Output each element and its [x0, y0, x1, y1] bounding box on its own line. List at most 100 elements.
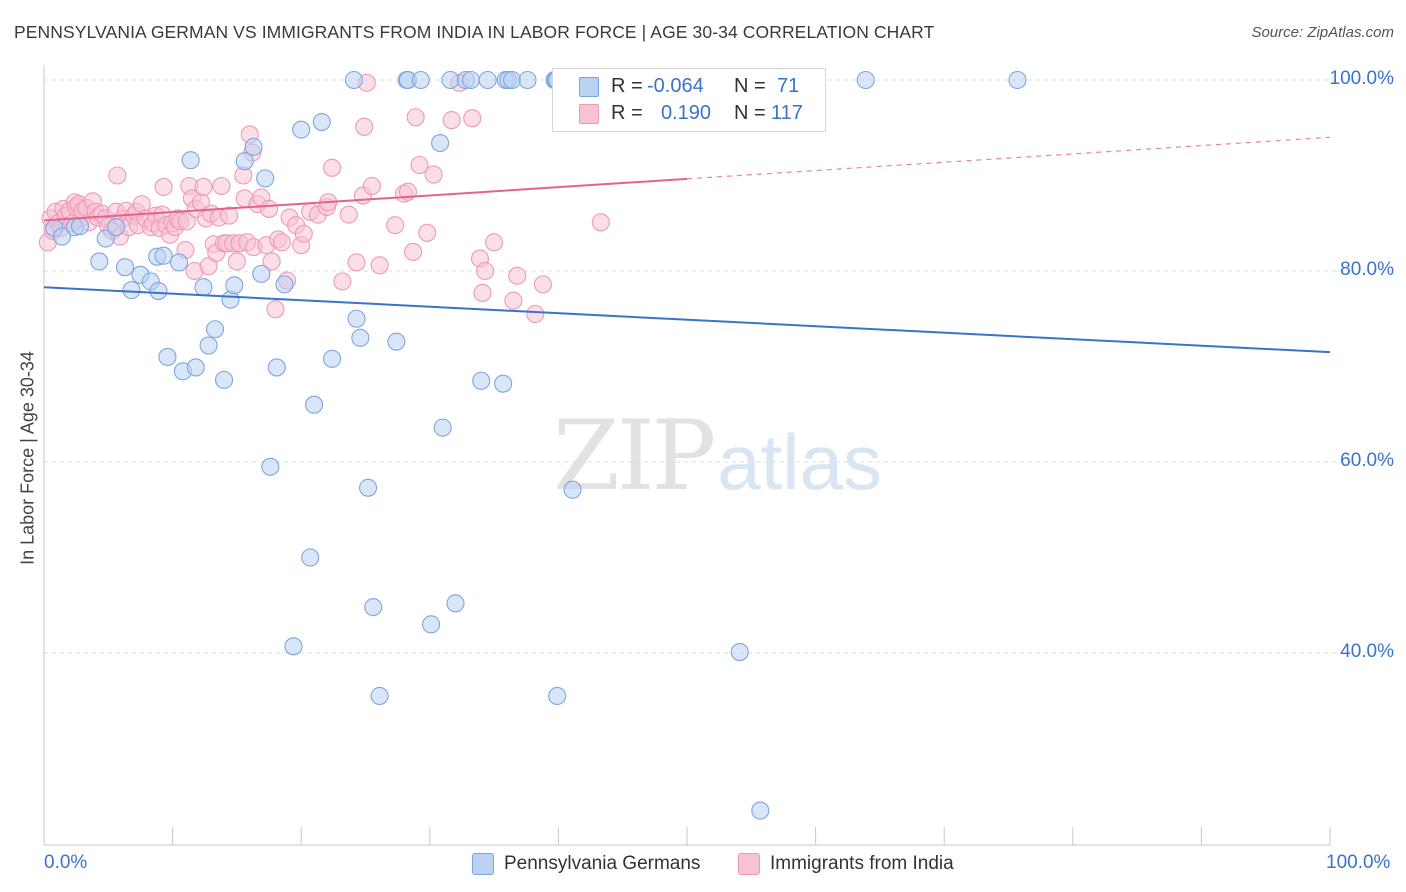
- point-pennsylvania-germans: [154, 246, 173, 265]
- legend-r-label: R =: [611, 102, 643, 124]
- legend-row-pennsylvania-germans: R = -0.064 N = 71: [553, 73, 825, 101]
- legend-n-value: 71: [777, 75, 800, 97]
- legend-r-label: R =: [611, 75, 643, 97]
- point-pennsylvania-germans: [411, 70, 430, 90]
- point-pennsylvania-germans: [359, 478, 378, 497]
- point-pennsylvania-germans: [244, 137, 263, 156]
- point-pennsylvania-germans: [518, 70, 537, 90]
- point-immigrants-from-india: [333, 272, 352, 291]
- point-pennsylvania-germans: [364, 598, 383, 617]
- point-pennsylvania-germans: [292, 120, 311, 139]
- point-pennsylvania-germans: [52, 227, 72, 246]
- y-tick-label: 40.0%: [1340, 641, 1394, 662]
- legend-r-value: -0.064: [647, 75, 704, 97]
- points-immigrants-from-india: [38, 70, 610, 324]
- point-pennsylvania-germans: [548, 686, 567, 706]
- trendline-pennsylvania-germans: [43, 286, 1331, 354]
- source-label: Source: ZipAtlas.com: [1251, 24, 1394, 41]
- series-legend-immigrants-from-india[interactable]: Immigrants from India: [738, 852, 954, 876]
- point-immigrants-from-india: [418, 223, 437, 242]
- point-pennsylvania-germans: [70, 217, 90, 236]
- point-pennsylvania-germans: [284, 637, 303, 656]
- point-immigrants-from-india: [533, 275, 553, 294]
- point-pennsylvania-germans: [199, 336, 218, 355]
- point-pennsylvania-germans: [387, 332, 406, 351]
- legend-row-immigrants-from-india: R = 0.190 N = 117: [553, 100, 825, 128]
- trendline-immigrants-from-india: [43, 177, 688, 222]
- point-pennsylvania-germans: [106, 218, 126, 237]
- x-tick-label-min: 0.0%: [44, 852, 88, 873]
- point-pennsylvania-germans: [122, 281, 141, 300]
- point-pennsylvania-germans: [96, 229, 115, 248]
- point-pennsylvania-germans: [344, 70, 363, 90]
- point-immigrants-from-india: [526, 304, 545, 324]
- trend-layer: [43, 136, 1331, 354]
- point-immigrants-from-india: [199, 257, 218, 276]
- point-pennsylvania-germans: [169, 253, 189, 272]
- point-pennsylvania-germans: [441, 70, 460, 90]
- point-immigrants-from-india: [404, 242, 423, 261]
- point-immigrants-from-india: [485, 233, 504, 252]
- point-pennsylvania-germans: [446, 594, 465, 613]
- point-pennsylvania-germans: [1008, 70, 1027, 90]
- point-pennsylvania-germans: [503, 70, 522, 90]
- point-immigrants-from-india: [194, 177, 213, 197]
- point-immigrants-from-india: [386, 216, 405, 235]
- point-pennsylvania-germans: [856, 70, 875, 90]
- point-immigrants-from-india: [177, 212, 196, 231]
- point-immigrants-from-india: [504, 291, 523, 310]
- point-pennsylvania-germans: [90, 252, 109, 271]
- stats-legend: R = -0.064 N = 71 R = 0.190 N = 117: [552, 68, 826, 132]
- y-tick-label: 80.0%: [1340, 259, 1394, 280]
- point-pennsylvania-germans: [186, 358, 205, 377]
- point-immigrants-from-india: [370, 256, 389, 275]
- point-pennsylvania-germans: [181, 151, 200, 170]
- legend-n-label: N =: [734, 75, 766, 97]
- points-pennsylvania-germans: [45, 70, 1027, 820]
- point-pennsylvania-germans: [431, 133, 450, 153]
- point-pennsylvania-germans: [214, 370, 234, 389]
- point-immigrants-from-india: [227, 252, 246, 271]
- point-pennsylvania-germans: [252, 264, 271, 283]
- point-pennsylvania-germans: [472, 371, 491, 390]
- point-immigrants-from-india: [108, 166, 127, 185]
- point-pennsylvania-germans: [433, 418, 452, 437]
- legend-swatch-pink: [738, 853, 760, 875]
- point-pennsylvania-germans: [347, 309, 366, 328]
- series-legend-pennsylvania-germans[interactable]: Pennsylvania Germans: [472, 852, 700, 876]
- legend-n-label: N =: [734, 102, 766, 124]
- point-immigrants-from-india: [266, 300, 285, 319]
- point-pennsylvania-germans: [351, 328, 370, 347]
- point-immigrants-from-india: [442, 111, 461, 130]
- series-name-pennsylvania-germans: Pennsylvania Germans: [504, 853, 701, 874]
- point-immigrants-from-india: [259, 199, 279, 218]
- point-immigrants-from-india: [154, 177, 173, 197]
- point-pennsylvania-germans: [751, 801, 770, 820]
- point-pennsylvania-germans: [478, 70, 497, 90]
- point-immigrants-from-india: [339, 205, 358, 224]
- point-pennsylvania-germans: [461, 70, 481, 90]
- point-immigrants-from-india: [323, 158, 342, 177]
- y-tick-label: 100.0%: [1329, 68, 1394, 89]
- point-pennsylvania-germans: [370, 686, 389, 706]
- point-immigrants-from-india: [347, 253, 366, 272]
- legend-swatch-blue: [472, 853, 494, 875]
- y-tick-label: 60.0%: [1340, 450, 1394, 471]
- point-pennsylvania-germans: [422, 615, 441, 634]
- point-immigrants-from-india: [362, 176, 381, 196]
- point-immigrants-from-india: [355, 117, 374, 136]
- x-tick-label-max: 100.0%: [1326, 852, 1391, 873]
- point-pennsylvania-germans: [494, 374, 513, 393]
- point-immigrants-from-india: [294, 224, 313, 243]
- point-pennsylvania-germans: [194, 278, 213, 297]
- legend-n-value: 117: [771, 102, 803, 124]
- point-immigrants-from-india: [508, 266, 527, 285]
- point-immigrants-from-india: [591, 213, 610, 232]
- point-pennsylvania-germans: [275, 275, 294, 294]
- point-pennsylvania-germans: [323, 349, 342, 368]
- point-immigrants-from-india: [272, 233, 291, 252]
- point-immigrants-from-india: [406, 108, 425, 127]
- point-pennsylvania-germans: [115, 258, 135, 277]
- trendline-immigrants-from-india-extension: [686, 136, 1331, 180]
